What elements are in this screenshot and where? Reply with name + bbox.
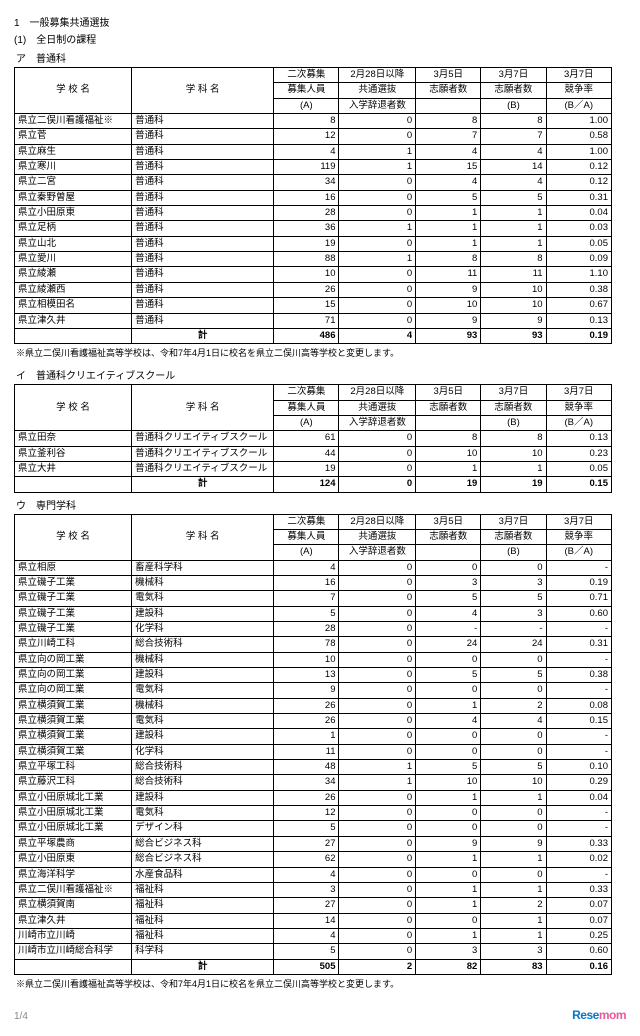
table-row: 県立小田原城北工業建設科 260110.04 xyxy=(15,790,612,805)
table-row: 県立足柄普通科 361110.03 xyxy=(15,221,612,236)
table-row: 県立大井普通科クリエイティブスクール 190110.05 xyxy=(15,461,612,476)
title-2: (1) 全日制の課程 xyxy=(14,31,626,46)
table-note: ※県立二俣川看護福祉高等学校は、令和7年4月1日に校名を県立二俣川高等学校と変更… xyxy=(16,346,626,359)
section-label: イ 普通科クリエイティブスクール xyxy=(16,367,626,382)
table-row: 計 486493930.19 xyxy=(15,328,612,343)
table-row: 県立向の岡工業機械科 10000- xyxy=(15,652,612,667)
table-row: 県立津久井福祉科 140010.07 xyxy=(15,913,612,928)
table-row: 川崎市立川崎総合科学科学科 50330.60 xyxy=(15,944,612,959)
table-row: 県立菅普通科 120770.58 xyxy=(15,129,612,144)
table-row: 県立小田原東普通科 280110.04 xyxy=(15,206,612,221)
section-label: ア 普通科 xyxy=(16,50,626,65)
table-row: 県立磯子工業化学科 280--- xyxy=(15,622,612,637)
table-row: 県立向の岡工業電気科 9000- xyxy=(15,683,612,698)
table-row: 県立平塚工科総合技術科 481550.10 xyxy=(15,760,612,775)
table-row: 県立平塚農商総合ビジネス科 270990.33 xyxy=(15,836,612,851)
table-row: 県立磯子工業電気科 70550.71 xyxy=(15,591,612,606)
table-row: 計 124019190.15 xyxy=(15,477,612,492)
table-row: 県立小田原城北工業電気科 12000- xyxy=(15,806,612,821)
table-row: 県立川崎工科総合技術科 78024240.31 xyxy=(15,637,612,652)
table-row: 県立田奈普通科クリエイティブスクール 610880.13 xyxy=(15,431,612,446)
logo: Resemom xyxy=(572,1008,626,1022)
table-row: 県立藤沢工科総合技術科 34110100.29 xyxy=(15,775,612,790)
footer: 1/4 Resemom xyxy=(14,1008,626,1022)
table-row: 県立秦野曽屋普通科 160550.31 xyxy=(15,190,612,205)
table-row: 県立横須賀工業化学科 11000- xyxy=(15,744,612,759)
table-row: 計 505282830.16 xyxy=(15,959,612,974)
table-row: 県立海洋科学水産食品科 4000- xyxy=(15,867,612,882)
table-row: 県立二宮普通科 340440.12 xyxy=(15,175,612,190)
table-note: ※県立二俣川看護福祉高等学校は、令和7年4月1日に校名を県立二俣川高等学校と変更… xyxy=(16,977,626,990)
table-row: 県立愛川普通科 881880.09 xyxy=(15,252,612,267)
table-row: 県立麻生普通科 41441.00 xyxy=(15,144,612,159)
table-row: 県立横須賀南福祉科 270120.07 xyxy=(15,898,612,913)
table-row: 県立横須賀工業機械科 260120.08 xyxy=(15,698,612,713)
table-row: 県立二俣川看護福祉※普通科 80881.00 xyxy=(15,114,612,129)
table-row: 県立横須賀工業電気科 260440.15 xyxy=(15,714,612,729)
table-row: 県立山北普通科 190110.05 xyxy=(15,236,612,251)
table-row: 県立二俣川看護福祉※福祉科 30110.33 xyxy=(15,882,612,897)
data-table: 学 校 名 学 科 名 二次募集2月28日以降3月5日3月7日3月7日 募集人員… xyxy=(14,514,612,975)
data-table: 学 校 名 学 科 名 二次募集2月28日以降3月5日3月7日3月7日 募集人員… xyxy=(14,67,612,344)
table-row: 県立相模田名普通科 15010100.67 xyxy=(15,298,612,313)
table-row: 県立磯子工業機械科 160330.19 xyxy=(15,575,612,590)
table-row: 県立津久井普通科 710990.13 xyxy=(15,313,612,328)
table-row: 川崎市立川崎福祉科 40110.25 xyxy=(15,928,612,943)
section-label: ウ 専門学科 xyxy=(16,497,626,512)
table-row: 県立小田原東総合ビジネス科 620110.02 xyxy=(15,852,612,867)
data-table: 学 校 名 学 科 名 二次募集2月28日以降3月5日3月7日3月7日 募集人員… xyxy=(14,384,612,492)
table-row: 県立小田原城北工業デザイン科 5000- xyxy=(15,821,612,836)
page-number: 1/4 xyxy=(14,1011,28,1022)
table-row: 県立釜利谷普通科クリエイティブスクール 44010100.23 xyxy=(15,446,612,461)
table-row: 県立相原畜産科学科 4000- xyxy=(15,560,612,575)
table-row: 県立横須賀工業建設科 1000- xyxy=(15,729,612,744)
table-row: 県立磯子工業建設科 50430.60 xyxy=(15,606,612,621)
table-row: 県立綾瀬西普通科 2609100.38 xyxy=(15,282,612,297)
table-row: 県立寒川普通科 119115140.12 xyxy=(15,160,612,175)
table-row: 県立綾瀬普通科 10011111.10 xyxy=(15,267,612,282)
table-row: 県立向の岡工業建設科 130550.38 xyxy=(15,668,612,683)
title-1: 1 一般募集共通選抜 xyxy=(14,14,626,29)
